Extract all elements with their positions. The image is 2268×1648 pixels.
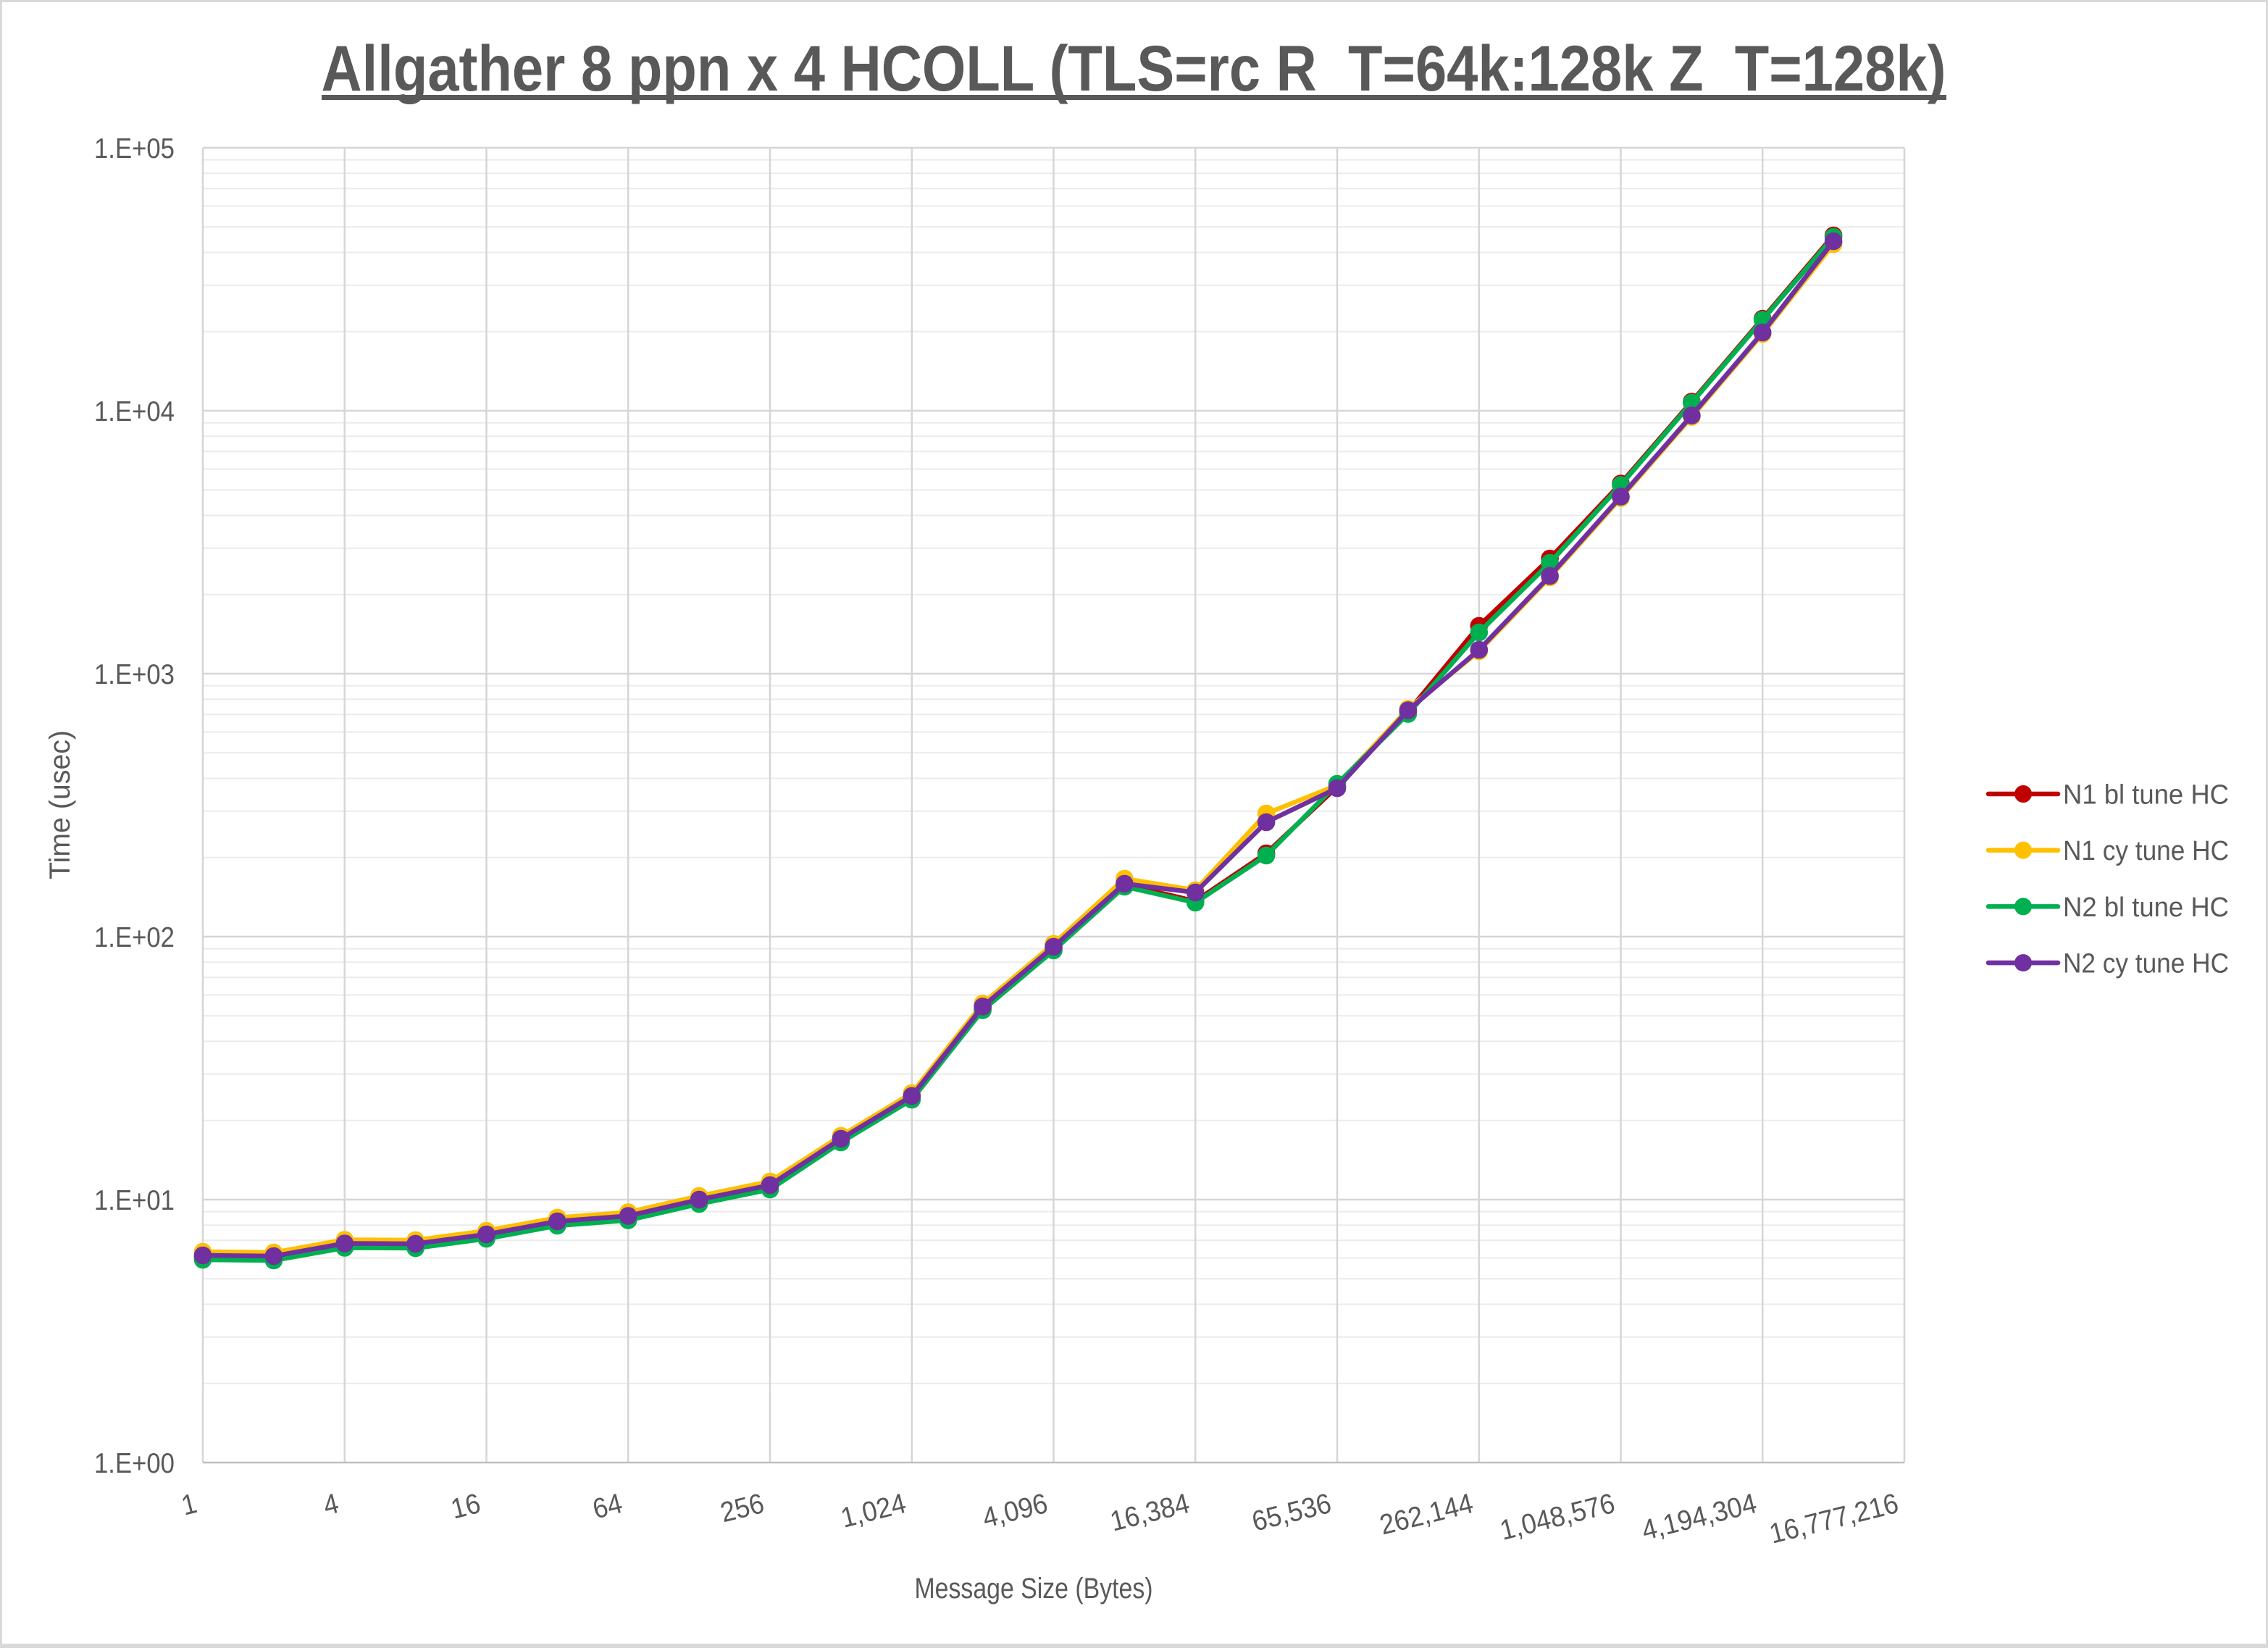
svg-text:Message Size (Bytes): Message Size (Bytes)	[915, 1573, 1153, 1605]
svg-text:N2 bl tune HC: N2 bl tune HC	[2063, 892, 2229, 923]
svg-text:1.E+01: 1.E+01	[94, 1185, 175, 1216]
svg-text:1.E+04: 1.E+04	[94, 396, 175, 427]
svg-text:Allgather 8 ppn x 4 HCOLL (TLS: Allgather 8 ppn x 4 HCOLL (TLS=rc R_T=64…	[322, 32, 1946, 104]
svg-text:1.E+02: 1.E+02	[94, 922, 175, 953]
svg-text:N1 bl tune HC: N1 bl tune HC	[2063, 780, 2229, 811]
svg-text:1.E+03: 1.E+03	[94, 659, 175, 690]
svg-text:1.E+05: 1.E+05	[94, 133, 175, 164]
svg-text:N1 cy tune HC: N1 cy tune HC	[2063, 836, 2229, 866]
svg-text:1.E+00: 1.E+00	[94, 1448, 175, 1479]
svg-text:Time (usec): Time (usec)	[44, 730, 76, 879]
svg-text:N2 cy tune HC: N2 cy tune HC	[2063, 949, 2229, 979]
